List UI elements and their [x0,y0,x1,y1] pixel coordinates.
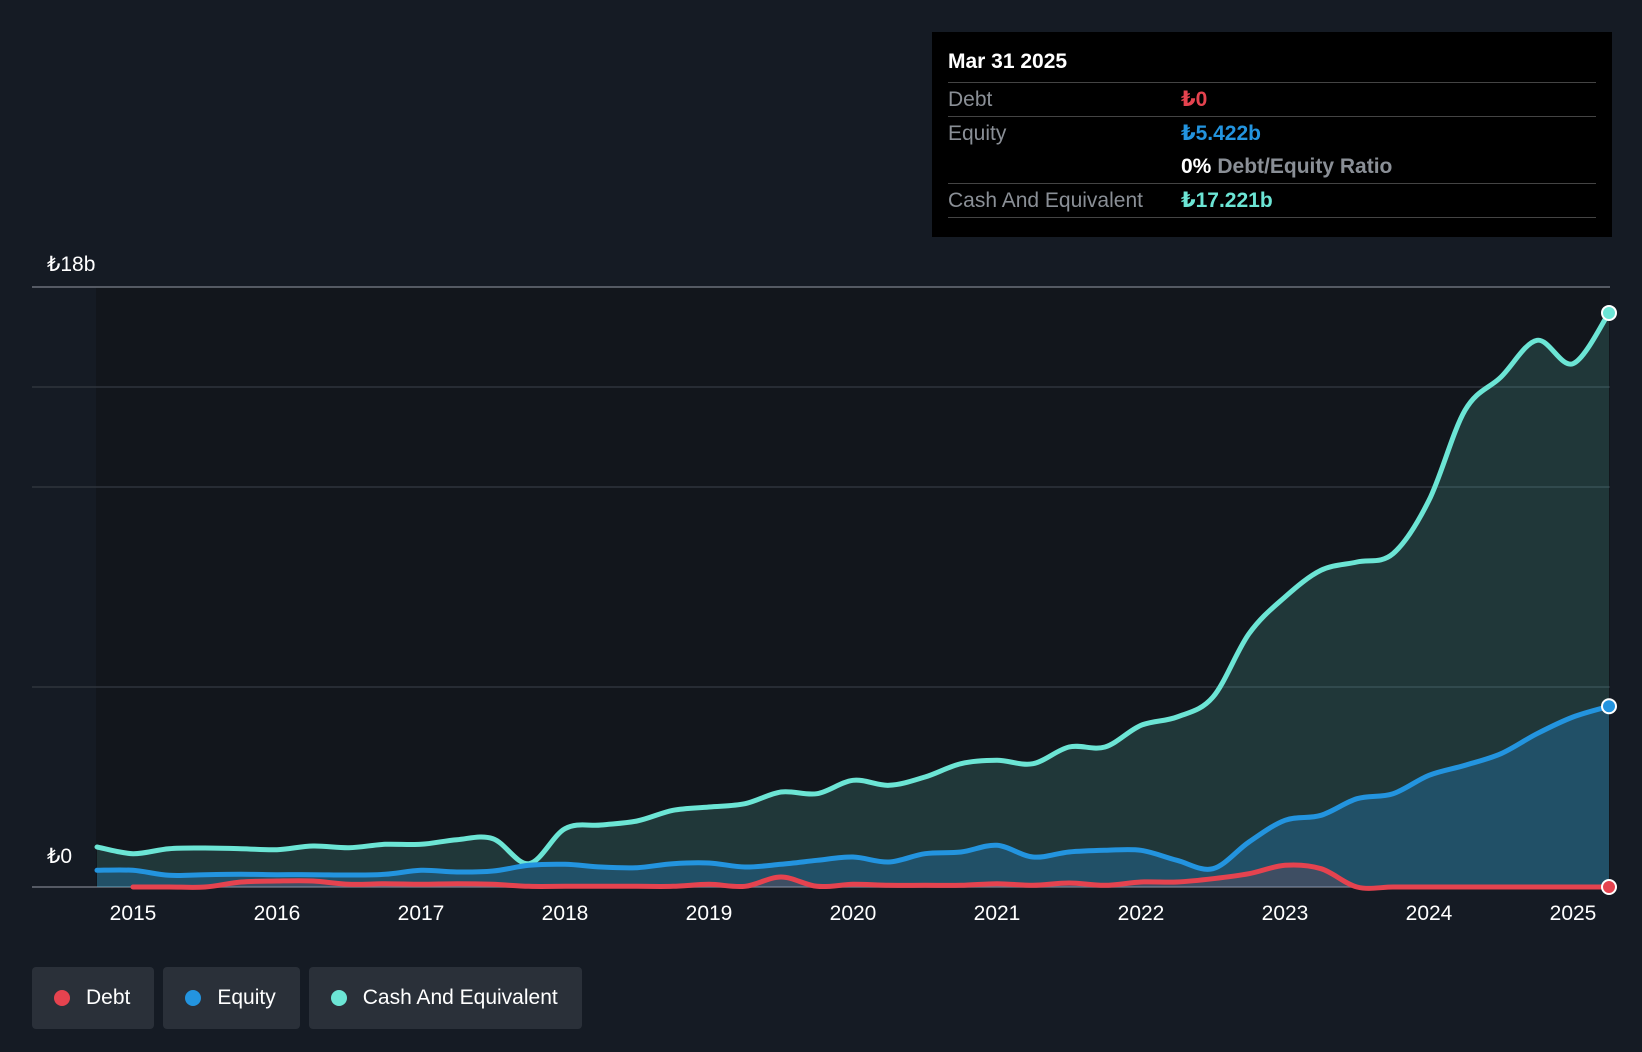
x-tick-label: 2019 [686,902,733,925]
chart-lines [94,310,1612,891]
tooltip-cash-row: Cash And Equivalent ₺17.221b [948,184,1596,218]
legend-dot-cash [330,990,347,1006]
x-tick-label: 2023 [1262,902,1309,925]
equity-end-marker [1601,698,1617,715]
chart-gridlines [32,286,1610,888]
tooltip-debt-value: ₺0 [1181,88,1208,111]
x-tick-label: 2024 [1406,902,1453,925]
tooltip-equity-row: Equity ₺5.422b [948,117,1596,150]
tooltip-date: Mar 31 2025 [948,46,1596,83]
legend-item-cash[interactable]: Cash And Equivalent [308,967,582,1029]
chart-areas [97,313,1609,889]
y-axis-ticks: ₺18b ₺0 [47,253,95,868]
legend-item-debt[interactable]: Debt [32,967,155,1029]
equity-area [97,706,1609,887]
x-tick-label: 2017 [398,902,445,925]
tooltip-cash-label: Cash And Equivalent [948,189,1143,212]
x-tick-label: 2015 [110,902,157,925]
tooltip-ratio-spacer [948,150,1181,183]
x-tick-label: 2016 [254,902,301,925]
legend-dot-equity [185,990,202,1006]
cash-end-marker [1601,304,1617,321]
tooltip-ratio-row: 0% Debt/Equity Ratio [948,150,1596,184]
debt-end-marker [1601,879,1617,895]
x-axis-ticks: 2015 2016 2017 2018 2019 2020 2021 2022 2023 2024… [110,902,1597,925]
tooltip-debt-label: Debt [948,88,993,111]
equity-line [94,703,1612,879]
legend-label-equity: Equity [217,986,276,1009]
x-tick-label: 2021 [974,902,1021,925]
y-tick-label: ₺0 [47,845,72,868]
x-tick-label: 2020 [830,902,877,925]
tooltip-equity-label: Equity [948,122,1007,145]
x-tick-label: 2025 [1550,902,1597,925]
legend-label-debt: Debt [86,986,131,1009]
legend-dot-debt [54,990,70,1006]
debt-area [133,864,1609,889]
cash-area [97,313,1609,887]
series-end-markers [1601,304,1617,895]
tooltip-debt-row: Debt ₺0 [948,83,1596,117]
legend-label-cash: Cash And Equivalent [362,986,558,1009]
chart-legend: Debt Equity Cash And Equivalent [32,967,582,1029]
tooltip-equity-value: ₺5.422b [1181,122,1261,145]
tooltip-cash-value: ₺17.221b [1181,189,1273,212]
x-tick-label: 2018 [542,902,589,925]
y-tick-label: ₺18b [47,253,95,276]
debt-line [130,862,1612,891]
tooltip-panel: Mar 31 2025 Debt ₺0 Equity ₺5.422b 0% De… [932,32,1612,237]
tooltip-ratio-label: Debt/Equity Ratio [1217,155,1393,178]
tooltip-ratio-value: 0% [1181,155,1212,178]
x-tick-label: 2022 [1118,902,1165,925]
legend-item-equity[interactable]: Equity [163,967,300,1029]
cash-line [94,310,1612,867]
